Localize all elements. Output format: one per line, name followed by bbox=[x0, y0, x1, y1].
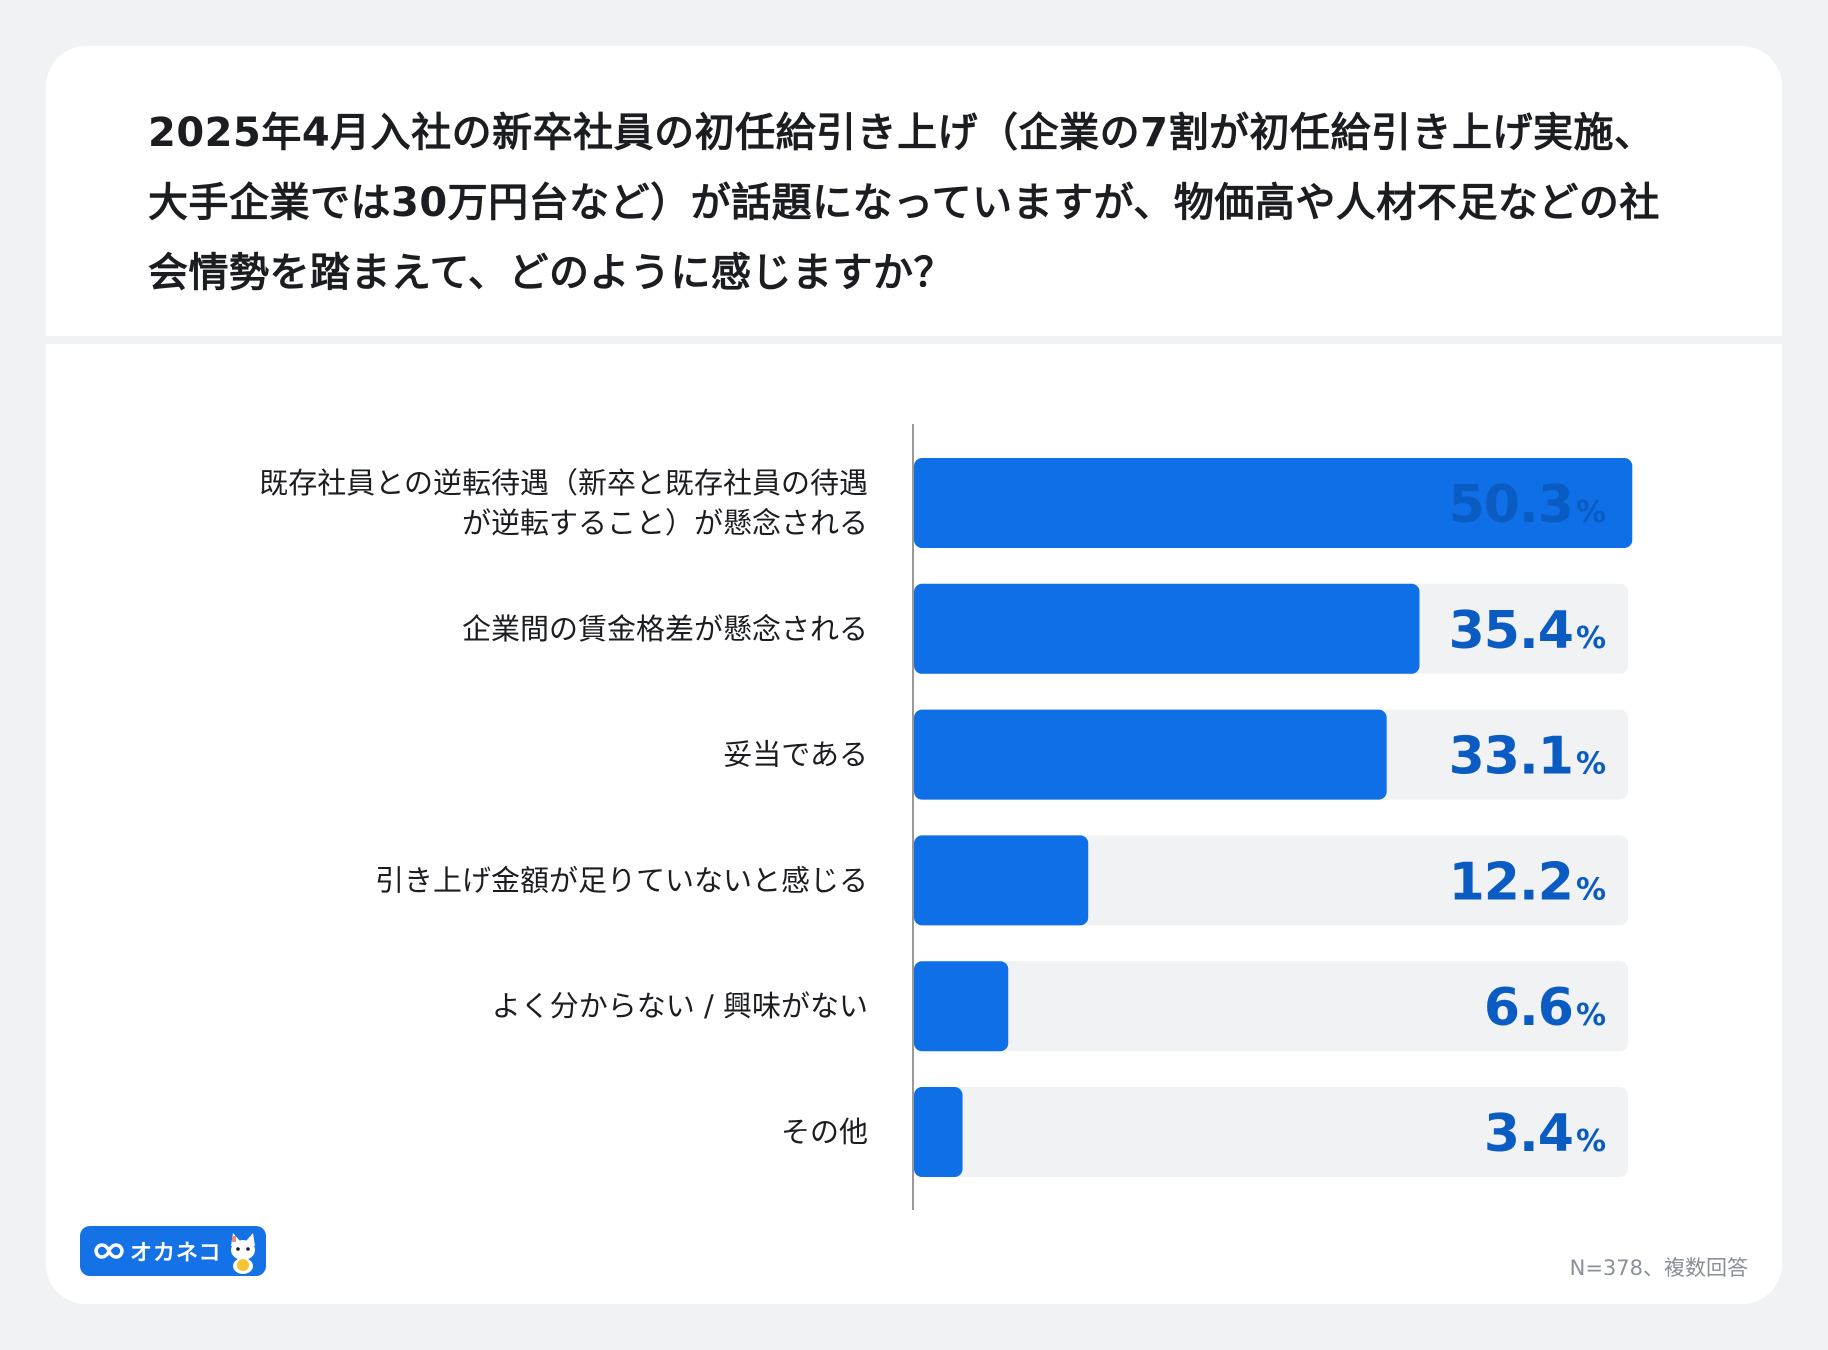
bar bbox=[914, 583, 1420, 674]
value-label: 12.2% bbox=[1449, 852, 1606, 912]
value-unit: % bbox=[1576, 621, 1606, 656]
bar-row: 引き上げ金額が足りていないと感じる 12.2% bbox=[375, 835, 1628, 926]
value-label: 50.3% bbox=[1449, 475, 1606, 535]
category-label: 既存社員との逆転待遇（新卒と既存社員の待遇 bbox=[259, 466, 868, 500]
bar-row: 妥当である 33.1% bbox=[723, 709, 1628, 800]
sample-size-note: N=378、複数回答 bbox=[1569, 1256, 1748, 1280]
category-label: その他 bbox=[781, 1115, 868, 1149]
bar-track bbox=[914, 961, 1628, 1052]
bar bbox=[914, 458, 1633, 548]
divider bbox=[46, 336, 1782, 344]
value-unit: % bbox=[1576, 495, 1606, 530]
value-unit: % bbox=[1576, 1124, 1606, 1159]
value-label: 3.4% bbox=[1484, 1104, 1606, 1164]
okaneko-logo: オカネコ bbox=[80, 1226, 266, 1276]
bar-track bbox=[914, 1087, 1628, 1177]
category-label: が逆転すること）が懸念される bbox=[462, 506, 868, 540]
category-label: 妥当である bbox=[723, 738, 868, 772]
value-unit: % bbox=[1576, 747, 1606, 782]
value-number: 50.3 bbox=[1449, 475, 1573, 535]
category-label: 企業間の賃金格差が懸念される bbox=[462, 612, 868, 646]
bar-track bbox=[914, 835, 1628, 926]
bar bbox=[914, 1087, 963, 1177]
bar bbox=[914, 961, 1009, 1052]
logo-text: オカネコ bbox=[130, 1241, 222, 1266]
category-label: よく分からない / 興味がない bbox=[492, 989, 868, 1023]
value-label: 6.6% bbox=[1484, 978, 1606, 1038]
value-unit: % bbox=[1576, 872, 1606, 907]
bar-row: 企業間の賃金格差が懸念される 35.4% bbox=[462, 583, 1628, 674]
bar-row: よく分からない / 興味がない 6.6% bbox=[492, 961, 1628, 1052]
value-number: 3.4 bbox=[1484, 1104, 1573, 1164]
value-number: 33.1 bbox=[1449, 727, 1573, 787]
value-label: 35.4% bbox=[1449, 601, 1606, 661]
chart-card: 2025年4月入社の新卒社員の初任給引き上げ（企業の7割が初任給引き上げ実施、大… bbox=[46, 46, 1782, 1304]
value-number: 35.4 bbox=[1449, 601, 1573, 661]
category-label: 引き上げ金額が足りていないと感じる bbox=[375, 863, 868, 897]
value-label: 33.1% bbox=[1449, 727, 1606, 787]
bar bbox=[914, 835, 1089, 926]
title-area: 2025年4月入社の新卒社員の初任給引き上げ（企業の7割が初任給引き上げ実施、大… bbox=[46, 46, 1782, 336]
cat-mascot-icon bbox=[231, 1233, 255, 1274]
value-number: 6.6 bbox=[1484, 978, 1573, 1038]
bar-row: その他 3.4% bbox=[781, 1087, 1628, 1177]
value-unit: % bbox=[1576, 998, 1606, 1033]
infinity-icon bbox=[94, 1243, 124, 1259]
bar bbox=[914, 709, 1387, 800]
chart-title: 2025年4月入社の新卒社員の初任給引き上げ（企業の7割が初任給引き上げ実施、大… bbox=[148, 110, 1660, 296]
value-number: 12.2 bbox=[1449, 852, 1573, 912]
